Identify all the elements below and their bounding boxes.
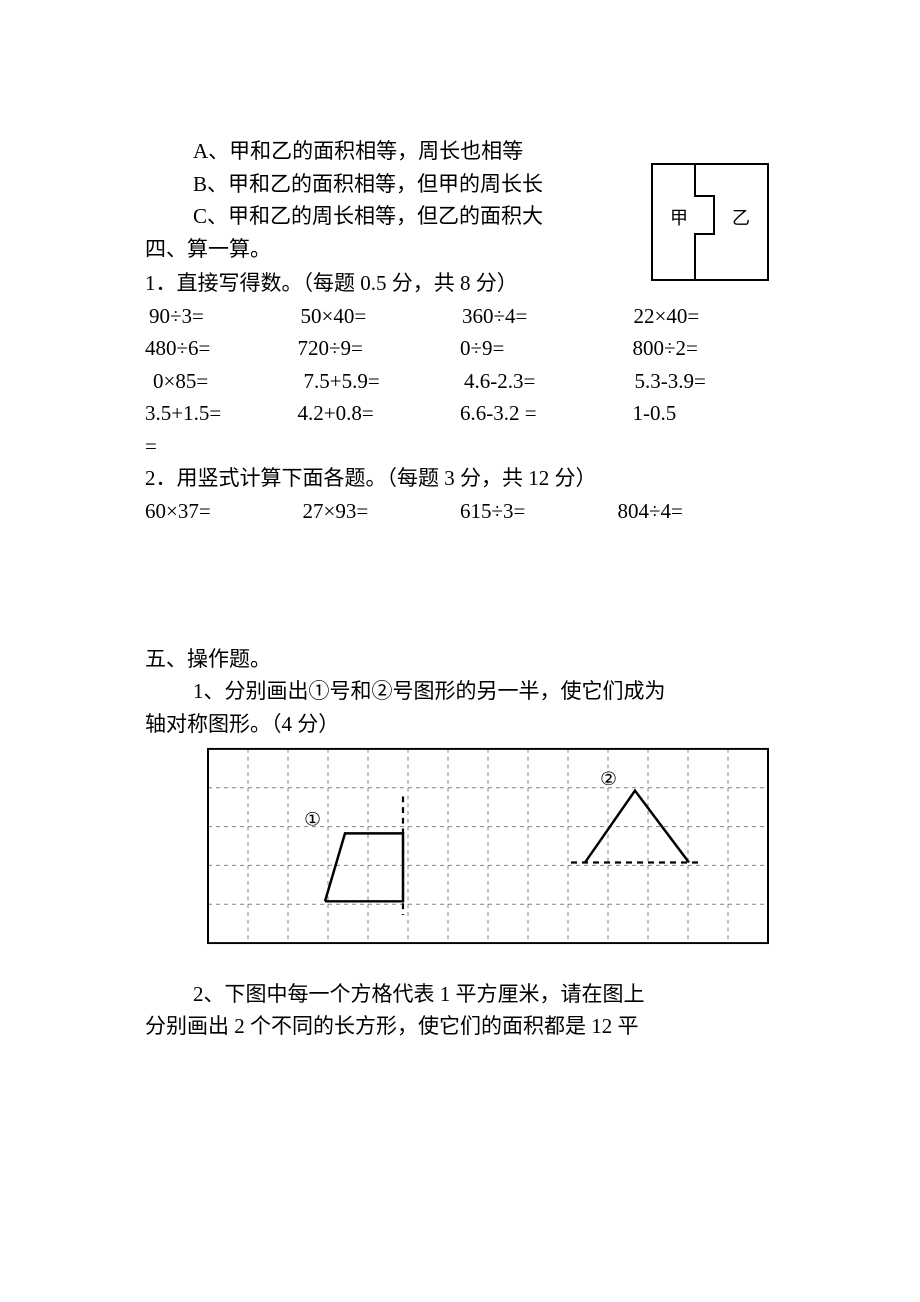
section5-heading: 五、操作题。 (145, 643, 775, 676)
choice-b: B、甲和乙的面积相等，但甲的周长长 (145, 168, 623, 201)
section5-q1-line2: 轴对称图形。（4 分） (145, 708, 775, 741)
calc-cell: 0×85= (145, 365, 294, 398)
calc-cell: 360÷4= (442, 300, 604, 333)
calc-cell: 6.6-3.2 = (440, 397, 603, 430)
calc-cell: 7.5+5.9= (294, 365, 445, 398)
calc-cell: 1-0.5 (603, 397, 776, 430)
vertical-calc-row: 60×37= 27×93= 615÷3= 804÷4= (145, 495, 775, 528)
calc-cell: 4.2+0.8= (288, 397, 441, 430)
calc-cell: 90÷3= (145, 300, 291, 333)
section5-q2-line1: 2、下图中每一个方格代表 1 平方厘米，请在图上 (145, 978, 775, 1011)
jiayi-svg: 甲乙 (650, 162, 770, 282)
vertical-calc-item: 27×93= (303, 495, 461, 528)
calc-cell: 22×40= (604, 300, 776, 333)
document-page: A、甲和乙的面积相等，周长也相等 B、甲和乙的面积相等，但甲的周长长 C、甲和乙… (0, 0, 920, 1302)
svg-text:②: ② (600, 769, 617, 790)
svg-text:乙: 乙 (732, 208, 750, 228)
spacer (145, 956, 775, 978)
vertical-calc-item: 804÷4= (618, 495, 776, 528)
calc-row-4: 3.5+1.5= 4.2+0.8= 6.6-3.2 = 1-0.5 (145, 397, 775, 430)
choice-a: A、甲和乙的面积相等，周长也相等 (145, 135, 623, 168)
vertical-calc-item: 60×37= (145, 495, 303, 528)
section5-q1-line1: 1、分别画出①号和②号图形的另一半，使它们成为 (145, 675, 775, 708)
calc-cell: 3.5+1.5= (145, 397, 288, 430)
symmetry-svg: ①② (205, 746, 771, 946)
calc-cell: 50×40= (291, 300, 443, 333)
calc-row-2: 480÷6= 720÷9= 0÷9= 800÷2= (145, 332, 775, 365)
symmetry-figure: ①② (205, 746, 775, 956)
calc-cell: 800÷2= (603, 332, 776, 365)
calc-cell: 480÷6= (145, 332, 288, 365)
section4-q2-heading: 2．用竖式计算下面各题。（每题 3 分，共 12 分） (145, 462, 775, 495)
trailing-equals: = (145, 430, 775, 463)
svg-text:甲: 甲 (670, 208, 688, 228)
calc-cell: 720÷9= (288, 332, 441, 365)
jiayi-figure: 甲乙 (650, 162, 770, 292)
calc-cell: 4.6-2.3= (444, 365, 605, 398)
section5-q2-line2: 分别画出 2 个不同的长方形，使它们的面积都是 12 平 (145, 1010, 775, 1043)
vertical-calc-item: 615÷3= (460, 495, 618, 528)
choice-c: C、甲和乙的周长相等，但乙的面积大 (145, 200, 623, 233)
calc-row-3: 0×85= 7.5+5.9= 4.6-2.3= 5.3-3.9= (145, 365, 775, 398)
spacer (145, 528, 775, 643)
svg-text:①: ① (304, 810, 321, 831)
calc-cell: 0÷9= (440, 332, 603, 365)
calc-cell: 5.3-3.9= (605, 365, 776, 398)
calc-row-1: 90÷3= 50×40= 360÷4= 22×40= (145, 300, 775, 333)
